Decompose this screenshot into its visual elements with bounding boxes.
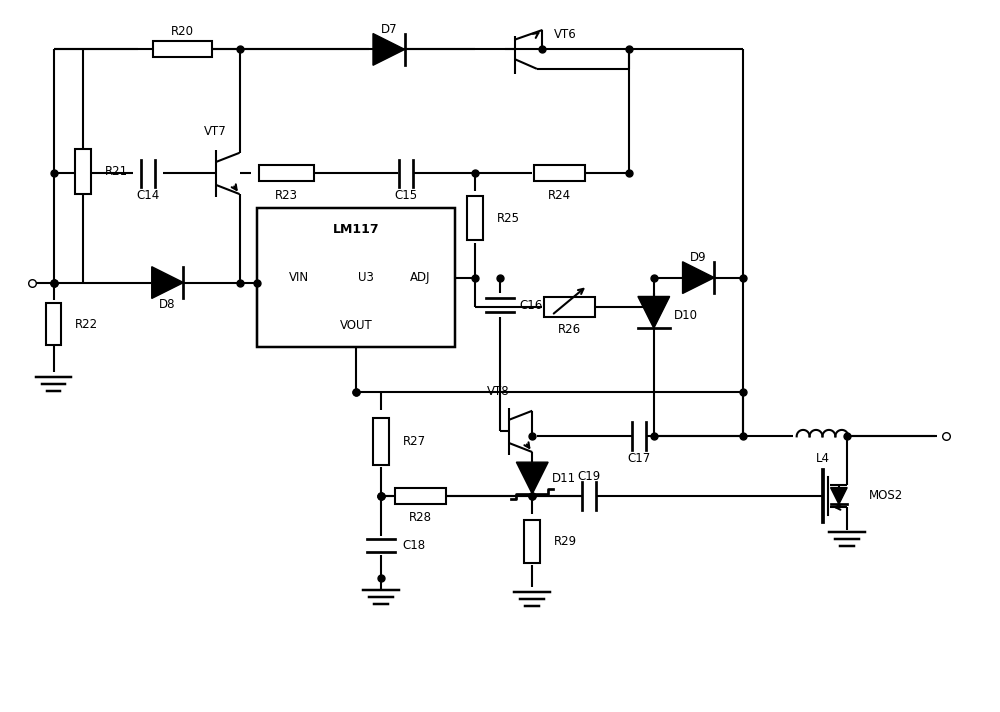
Bar: [395, 488, 446, 504]
Text: LM117: LM117: [333, 224, 379, 236]
Polygon shape: [152, 267, 183, 298]
Text: C19: C19: [578, 469, 601, 483]
Text: R25: R25: [497, 211, 520, 224]
Bar: [153, 41, 212, 58]
Polygon shape: [831, 488, 847, 504]
Text: C17: C17: [627, 451, 651, 465]
Text: VT8: VT8: [487, 385, 509, 398]
Text: D7: D7: [381, 23, 397, 36]
Text: VIN: VIN: [289, 271, 309, 284]
Text: C15: C15: [394, 189, 417, 201]
Bar: [46, 303, 61, 345]
Text: L4: L4: [815, 451, 829, 465]
Bar: [544, 298, 595, 318]
Text: VT6: VT6: [554, 28, 577, 41]
Text: C14: C14: [136, 189, 159, 201]
Text: R21: R21: [105, 165, 128, 178]
Text: R24: R24: [548, 189, 571, 201]
Bar: [259, 165, 314, 182]
Text: R29: R29: [554, 535, 577, 548]
Text: C18: C18: [403, 539, 426, 552]
Polygon shape: [683, 262, 714, 293]
Text: R23: R23: [275, 189, 298, 201]
Polygon shape: [516, 462, 548, 494]
Text: R26: R26: [558, 323, 581, 336]
Bar: [534, 165, 585, 182]
Text: U3: U3: [358, 271, 374, 284]
Bar: [257, 208, 455, 347]
Text: VOUT: VOUT: [340, 319, 373, 332]
Bar: [467, 196, 483, 241]
Text: D11: D11: [552, 471, 576, 485]
Text: ADJ: ADJ: [410, 271, 431, 284]
Bar: [524, 520, 540, 563]
Text: C16: C16: [520, 299, 543, 312]
Bar: [75, 149, 91, 194]
Text: D8: D8: [159, 298, 176, 311]
Text: D9: D9: [690, 251, 707, 264]
Polygon shape: [638, 296, 670, 328]
Polygon shape: [373, 33, 405, 66]
Bar: [373, 417, 389, 465]
Text: VT7: VT7: [204, 125, 227, 138]
Text: R22: R22: [75, 318, 98, 331]
Text: R28: R28: [409, 511, 432, 524]
Text: D10: D10: [674, 309, 698, 322]
Text: R27: R27: [403, 435, 426, 448]
Text: MOS2: MOS2: [869, 489, 903, 503]
Text: R20: R20: [171, 25, 194, 38]
